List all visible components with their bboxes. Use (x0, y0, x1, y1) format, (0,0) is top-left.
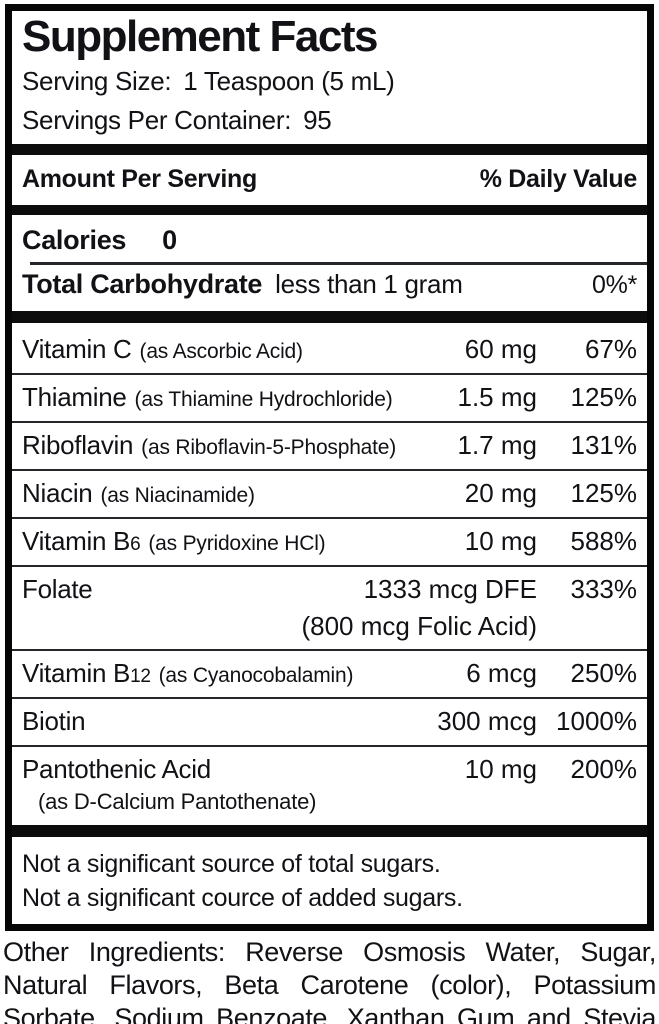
nutrient-row: Vitamin C (as Ascorbic Acid) 60 mg 67% (12, 327, 647, 373)
footnote-total-sugars: Not a significant source of total sugars… (22, 849, 441, 878)
nutrient-row: Niacin (as Niacinamide) 20 mg 125% (12, 468, 647, 517)
nutrient-name: Vitamin B6 (22, 525, 141, 556)
nutrient-name: Thiamine (22, 381, 127, 412)
nutrient-name-subscript: 6 (130, 533, 141, 555)
nutrient-name: Niacin (22, 477, 93, 508)
footnote-added-sugars: Not a significant cource of added sugars… (22, 884, 463, 913)
servings-per-container-value: 95 (303, 105, 332, 136)
nutrient-name: Riboflavin (22, 429, 134, 460)
nutrient-name: Folate (22, 573, 93, 604)
nutrient-row-main: Niacin (as Niacinamide) 20 mg 125% (22, 478, 637, 509)
nutrient-row: Vitamin B6 (as Pyridoxine HCl) 10 mg 588… (12, 516, 647, 565)
nutrient-daily-value: 250% (570, 658, 638, 689)
nutrient-row-main: Vitamin B6 (as Pyridoxine HCl) 10 mg 588… (22, 526, 637, 557)
nutrient-extra-line: (as D-Calcium Pantothenate) (38, 789, 317, 815)
nutrient-name: Biotin (22, 706, 86, 737)
nutrient-daily-value: 125% (570, 477, 638, 508)
nutrient-name-subscript: 12 (130, 666, 151, 688)
supplement-facts-panel: Supplement Facts Serving Size: 1 Teaspoo… (5, 4, 654, 931)
nutrient-list: Vitamin C (as Ascorbic Acid) 60 mg 67% T… (12, 327, 647, 823)
thick-divider-footnotes (12, 824, 647, 837)
nutrient-form: (as Niacinamide) (100, 483, 255, 507)
nutrient-daily-value: 1000% (556, 706, 637, 737)
thick-divider-carbohydrate (12, 310, 647, 323)
calories-value: 0 (162, 224, 177, 255)
nutrient-form: (as Ascorbic Acid) (139, 339, 303, 363)
servings-per-container-line: Servings Per Container: 95 (12, 100, 647, 140)
serving-size-label: Serving Size: (22, 65, 172, 96)
nutrient-row: Pantothenic Acid 10 mg 200% (as D-Calciu… (12, 745, 647, 822)
nutrient-daily-value: 131% (570, 429, 638, 460)
footnotes-block: Not a significant source of total sugars… (12, 841, 647, 924)
servings-per-container-label: Servings Per Container: (22, 105, 292, 136)
nutrient-amount: 1333 mcg DFE (363, 573, 537, 604)
nutrient-name: Pantothenic Acid (22, 754, 211, 785)
nutrient-row: Vitamin B12 (as Cyanocobalamin) 6 mcg 25… (12, 649, 647, 697)
nutrient-amount: 6 mcg (466, 658, 537, 689)
total-carbohydrate-label: Total Carbohydrate (22, 268, 263, 299)
nutrient-form: (as Thiamine Hydrochloride) (134, 387, 393, 411)
nutrient-form: (as Riboflavin-5-Phosphate) (141, 435, 397, 459)
nutrient-amount: 20 mg (464, 477, 537, 508)
panel-title: Supplement Facts (22, 12, 378, 61)
nutrient-row-main: Biotin 300 mcg 1000% (22, 706, 637, 737)
amount-per-serving-header: Amount Per Serving (22, 164, 257, 193)
nutrient-row: Riboflavin (as Riboflavin-5-Phosphate) 1… (12, 420, 647, 469)
nutrient-extra-line: (800 mcg Folic Acid) (301, 610, 537, 641)
nutrient-name: Vitamin B12 (22, 658, 151, 689)
nutrient-amount: 1.7 mg (457, 429, 538, 460)
nutrient-amount: 10 mg (464, 754, 537, 785)
nutrient-amount: 1.5 mg (457, 381, 538, 412)
nutrient-row-main: Vitamin B12 (as Cyanocobalamin) 6 mcg 25… (22, 658, 637, 689)
daily-value-header: % Daily Value (479, 164, 638, 193)
serving-size-line: Serving Size: 1 Teaspoon (5 mL) (12, 61, 647, 101)
total-carbohydrate-amount: less than 1 gram (275, 268, 463, 299)
calories-underline (30, 261, 647, 265)
nutrient-daily-value: 588% (570, 525, 638, 556)
nutrient-amount: 60 mg (464, 333, 537, 364)
nutrient-form: (as Pyridoxine HCl) (148, 531, 326, 555)
nutrient-name: Vitamin C (22, 333, 132, 364)
nutrient-row-main: Thiamine (as Thiamine Hydrochloride) 1.5… (22, 382, 637, 413)
nutrient-row: Thiamine (as Thiamine Hydrochloride) 1.5… (12, 372, 647, 421)
serving-size-value: 1 Teaspoon (5 mL) (183, 65, 395, 96)
thick-divider-header (12, 204, 647, 215)
other-ingredients-paragraph: Other Ingredients: Reverse Osmosis Water… (3, 936, 656, 1024)
nutrient-daily-value: 200% (570, 754, 638, 785)
nutrient-row-main: Riboflavin (as Riboflavin-5-Phosphate) 1… (22, 430, 637, 461)
nutrient-row-main: Pantothenic Acid 10 mg 200% (22, 754, 637, 785)
nutrient-amount: 10 mg (464, 525, 537, 556)
nutrient-daily-value: 333% (570, 573, 638, 604)
nutrient-row: Biotin 300 mcg 1000% (12, 697, 647, 745)
nutrient-row-main: Folate 1333 mcg DFE 333% (22, 574, 637, 605)
nutrient-row: Folate 1333 mcg DFE 333% (800 mcg Folic … (12, 564, 647, 650)
nutrient-row-main: Vitamin C (as Ascorbic Acid) 60 mg 67% (22, 334, 637, 365)
calories-row: Calories 0 (12, 219, 647, 258)
calories-label: Calories (22, 224, 127, 255)
thick-divider-top (12, 143, 647, 155)
total-carbohydrate-daily-value: 0%* (592, 270, 637, 299)
nutrient-form: (as Cyanocobalamin) (158, 664, 354, 688)
total-carbohydrate-row: Total Carbohydrate less than 1 gram 0%* (12, 265, 647, 307)
nutrient-amount: 300 mcg (437, 706, 537, 737)
nutrient-daily-value: 125% (570, 381, 638, 412)
column-header-row: Amount Per Serving % Daily Value (12, 159, 647, 201)
nutrient-daily-value: 67% (584, 333, 637, 364)
